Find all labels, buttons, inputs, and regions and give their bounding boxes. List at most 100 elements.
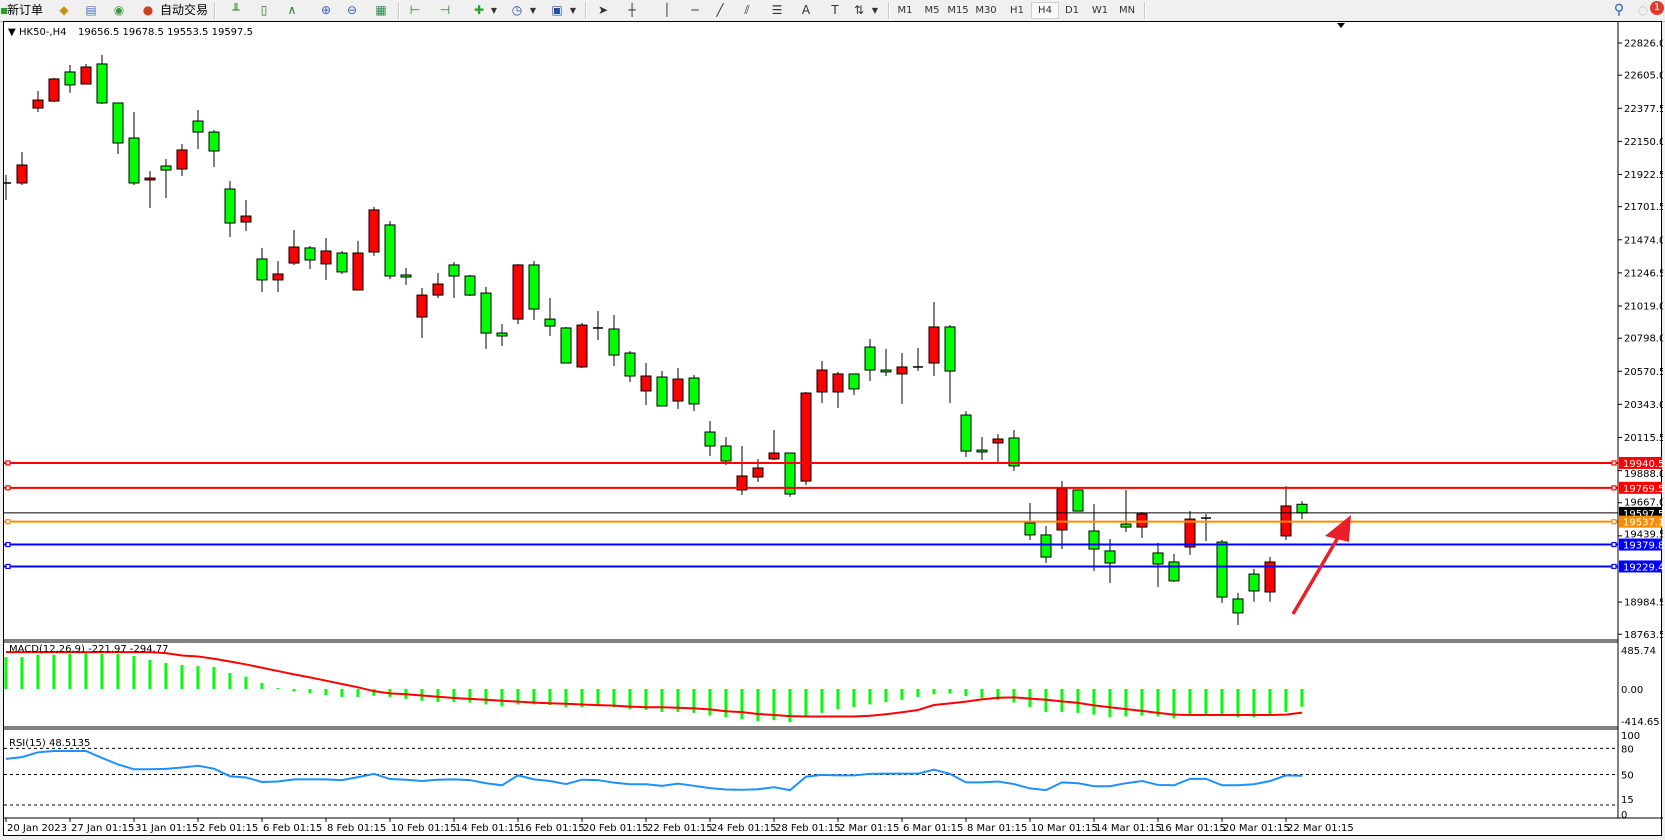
navigator-icon[interactable]: ▤ xyxy=(85,3,97,17)
candle xyxy=(400,268,412,285)
auto-trading-icon[interactable]: ● xyxy=(142,3,154,17)
bar-chart-icon[interactable]: ╨ xyxy=(232,3,240,17)
equidistant-channel-icon[interactable]: ⫽ xyxy=(744,3,750,17)
macd-histogram-bar xyxy=(212,667,216,689)
chart-shift-marker[interactable] xyxy=(1337,23,1345,28)
auto-trading-button[interactable]: 自动交易 xyxy=(160,3,209,17)
candle xyxy=(544,297,556,336)
macd-histogram-bar xyxy=(804,689,808,716)
candle xyxy=(1136,512,1148,538)
timeframe-m15[interactable]: M15 xyxy=(947,5,969,16)
candle xyxy=(464,274,476,296)
macd-histogram-bar xyxy=(4,657,8,689)
candle-body xyxy=(736,475,748,491)
macd-histogram-bar xyxy=(308,689,312,694)
horizontal-line-icon[interactable]: ─ xyxy=(691,3,699,17)
text-label-icon[interactable]: T xyxy=(831,3,839,17)
collapse-triangle-icon[interactable]: ▼ xyxy=(8,27,16,38)
timeframe-d1[interactable]: D1 xyxy=(1064,5,1080,16)
zoom-in-icon[interactable]: ⊕ xyxy=(320,3,332,17)
new-order-button[interactable]: 新订单 xyxy=(6,3,43,17)
line-chart-icon[interactable]: ∧ xyxy=(287,3,297,17)
macd-histogram-bar xyxy=(964,689,968,697)
candle-body xyxy=(720,445,732,462)
line-handle-left xyxy=(5,519,11,525)
price-line-label: 19537.1 xyxy=(1623,518,1663,529)
candle-body xyxy=(496,332,508,337)
candle xyxy=(432,272,444,298)
toolbar: ▪ 新订单 ◆ ▤ ◉ ● 自动交易 ╨ ▯ ∧ ⊕ ⊖ ▦ ⊢ ⊣ ✚ ▼ ◷… xyxy=(0,0,1665,22)
signals-icon[interactable]: ◉ xyxy=(113,3,125,17)
chart-shift-icon[interactable]: ⊣ xyxy=(439,3,451,17)
candle xyxy=(1072,489,1084,512)
candle-body xyxy=(128,137,140,184)
timeframe-m5[interactable]: M5 xyxy=(924,5,940,16)
chart-window[interactable]: 485.74 0.00 -414.65 100 80 50 15 0 22826.0 2260… xyxy=(3,21,1663,837)
tile-windows-icon[interactable]: ▦ xyxy=(375,3,387,17)
chart-canvas[interactable]: 485.74 0.00 -414.65 100 80 50 15 0 22826.0 2260… xyxy=(4,22,1663,837)
chevron-down-icon[interactable]: ▼ xyxy=(569,6,577,15)
candle-body xyxy=(1168,561,1180,582)
macd-panel: 485.74 0.00 -414.65 xyxy=(4,646,1660,728)
time-tick-label: 22 Feb 01:15 xyxy=(647,823,713,834)
line-handle-right xyxy=(1611,541,1617,548)
candle-body xyxy=(256,258,268,281)
candle xyxy=(624,350,636,382)
vertical-line-icon[interactable]: │ xyxy=(663,3,671,17)
price-tick-label: 21246.5 xyxy=(1624,268,1663,279)
candle xyxy=(384,220,396,280)
price-tick-label: 20570.5 xyxy=(1624,367,1663,378)
indicators-icon[interactable]: ✚ xyxy=(473,3,485,17)
cursor-icon[interactable]: ➤ xyxy=(597,3,609,17)
trendline-icon[interactable]: ╱ xyxy=(716,3,724,17)
macd-histogram-bar xyxy=(1076,689,1080,713)
macd-histogram-bar xyxy=(580,689,584,708)
candle-body xyxy=(944,326,956,372)
timeframe-m30[interactable]: M30 xyxy=(975,5,997,16)
candle-body xyxy=(624,352,636,377)
crosshair-icon[interactable]: ┼ xyxy=(628,3,636,17)
search-icon[interactable]: ⚲ xyxy=(1613,2,1625,18)
macd-histogram-bar xyxy=(644,689,648,710)
new-order-icon[interactable]: ▪ xyxy=(0,3,9,17)
chevron-down-icon[interactable]: ▼ xyxy=(529,6,537,15)
candle xyxy=(560,326,572,364)
notifications-icon[interactable]: ◌ xyxy=(1637,3,1649,17)
chart-symbol: HK50-,H4 xyxy=(19,27,66,38)
macd-histogram-bar xyxy=(788,689,792,723)
arrow-annotation[interactable] xyxy=(1291,515,1351,615)
timeframe-m1[interactable]: M1 xyxy=(897,5,913,16)
rsi-tick-label: 50 xyxy=(1621,771,1634,782)
macd-histogram-bar xyxy=(180,665,184,689)
line-handle-left xyxy=(5,541,11,548)
timeframe-w1[interactable]: W1 xyxy=(1091,5,1109,16)
zoom-out-icon[interactable]: ⊖ xyxy=(346,3,358,17)
rsi-tick-label: 100 xyxy=(1621,731,1640,742)
macd-histogram-bar xyxy=(1204,689,1208,715)
toolbar-separator xyxy=(585,2,587,19)
arrows-icon[interactable]: ⇅ xyxy=(853,3,865,17)
macd-tick-label: 485.74 xyxy=(1621,646,1656,657)
price-line-label: 19769.5 xyxy=(1623,484,1663,495)
candle-body xyxy=(1136,513,1148,528)
periods-icon[interactable]: ◷ xyxy=(511,3,523,17)
candle-body xyxy=(576,324,588,368)
templates-icon[interactable]: ▣ xyxy=(551,3,563,17)
candle xyxy=(1201,513,1211,542)
timeframe-h4[interactable]: H4 xyxy=(1031,2,1059,19)
candle xyxy=(816,361,828,404)
chevron-down-icon[interactable]: ▼ xyxy=(490,6,498,15)
chevron-down-icon[interactable]: ▼ xyxy=(871,6,879,15)
candle-body xyxy=(1296,503,1308,514)
macd-histogram-bar xyxy=(740,689,744,720)
auto-scroll-icon[interactable]: ⊢ xyxy=(409,3,421,17)
candle-body xyxy=(416,294,428,318)
fibonacci-icon[interactable]: ☰ xyxy=(771,3,783,17)
text-icon[interactable]: A xyxy=(801,3,811,17)
market-watch-icon[interactable]: ◆ xyxy=(59,3,69,17)
timeframe-h1[interactable]: H1 xyxy=(1010,5,1024,16)
timeframe-mn[interactable]: MN xyxy=(1118,5,1136,16)
price-tick-label: 21019.0 xyxy=(1624,301,1663,312)
candlestick-icon[interactable]: ▯ xyxy=(260,3,268,17)
macd-histogram-bar xyxy=(292,689,296,692)
